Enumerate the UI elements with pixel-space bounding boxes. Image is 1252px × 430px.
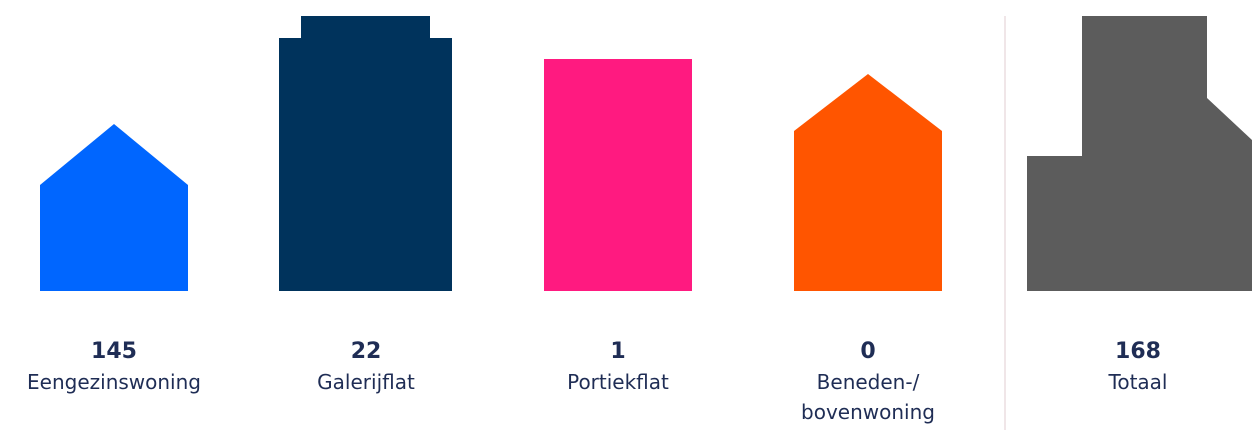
category-label-galerijflat: Galerijflat bbox=[317, 370, 415, 394]
bar-beneden-bovenwoning bbox=[794, 74, 942, 291]
total-divider bbox=[1004, 16, 1006, 430]
bar-totaal bbox=[1027, 16, 1252, 291]
bar-portiekflat bbox=[544, 59, 692, 291]
value-label-beneden-bovenwoning: 0 bbox=[860, 339, 876, 364]
category-label-portiekflat: Portiekflat bbox=[567, 370, 669, 394]
combined-buildings-icon bbox=[1027, 16, 1252, 291]
chart-item-portiekflat: 1 Portiekflat bbox=[504, 0, 732, 430]
bar-eengezinswoning bbox=[40, 124, 188, 291]
bar-galerijflat bbox=[279, 16, 452, 291]
apartment-block-icon bbox=[279, 16, 452, 291]
value-label-eengezinswoning: 145 bbox=[91, 339, 137, 364]
chart-item-totaal: 168 Totaal bbox=[1024, 0, 1252, 430]
chart-item-eengezinswoning: 145 Eengezinswoning bbox=[0, 0, 228, 430]
category-label-beneden-bovenwoning-line1: Beneden-/ bbox=[816, 370, 920, 394]
portiek-block-icon bbox=[544, 59, 692, 291]
house-icon bbox=[794, 74, 942, 291]
house-icon bbox=[40, 124, 188, 291]
category-label-beneden-bovenwoning-line2: bovenwoning bbox=[801, 400, 935, 424]
value-label-totaal: 168 bbox=[1115, 339, 1161, 364]
chart-item-beneden-bovenwoning: 0 Beneden-/ bovenwoning bbox=[754, 0, 982, 430]
category-label-eengezinswoning: Eengezinswoning bbox=[27, 370, 201, 394]
category-label-totaal: Totaal bbox=[1108, 370, 1168, 394]
value-label-portiekflat: 1 bbox=[610, 339, 626, 364]
chart-item-galerijflat: 22 Galerijflat bbox=[252, 0, 480, 430]
value-label-galerijflat: 22 bbox=[350, 339, 382, 364]
